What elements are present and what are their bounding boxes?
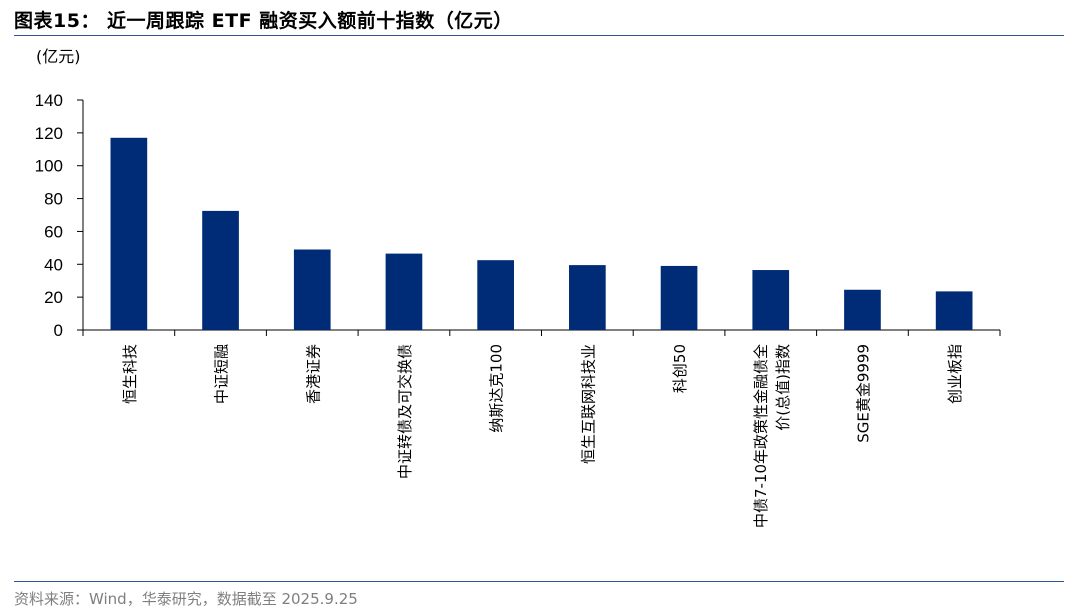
y-tick-label: 60 bbox=[44, 222, 63, 241]
bar-chart: (亿元) 0 20 40 60 80 100 120 140 恒生科技 中证短融 香港证券 中证转债… bbox=[35, 47, 1001, 528]
x-category-label: 恒生互联网科技业 bbox=[579, 344, 597, 464]
bar bbox=[935, 291, 973, 330]
source-divider bbox=[14, 581, 1064, 582]
bar bbox=[569, 265, 606, 330]
x-category-label: SGE黄金9999 bbox=[854, 344, 872, 443]
y-tick-label: 20 bbox=[44, 288, 63, 307]
bar bbox=[660, 265, 698, 330]
bar bbox=[752, 270, 790, 330]
bars bbox=[110, 137, 973, 330]
figure-title: 图表15： 近一周跟踪 ETF 融资买入额前十指数（亿元） bbox=[14, 10, 513, 32]
x-axis-labels: 恒生科技 中证短融 香港证券 中证转债及可交换债 纳斯达克100 恒生互联网科技业 科创50… bbox=[121, 344, 964, 528]
x-category-label: 科创50 bbox=[671, 344, 689, 393]
x-category-label: 恒生科技 bbox=[121, 344, 139, 404]
x-category-label: 价(总值)指数 bbox=[774, 344, 792, 431]
y-tick-label: 140 bbox=[35, 91, 63, 110]
y-tick-label: 120 bbox=[35, 124, 63, 143]
bar bbox=[844, 289, 881, 330]
x-category-label: 中证短融 bbox=[213, 344, 231, 404]
title-divider bbox=[14, 35, 1064, 36]
source-note: 资料来源：Wind，华泰研究，数据截至 2025.9.25 bbox=[14, 590, 358, 608]
bar bbox=[385, 253, 423, 330]
bar bbox=[202, 210, 239, 330]
x-category-label: 中证转债及可交换债 bbox=[396, 344, 414, 479]
bar bbox=[293, 249, 331, 330]
bar bbox=[477, 260, 514, 330]
y-tick-label: 0 bbox=[54, 321, 63, 340]
x-category-label: 纳斯达克100 bbox=[488, 344, 506, 433]
x-category-label: 中债7-10年政策性金融债全 bbox=[752, 344, 770, 528]
y-tick-label: 80 bbox=[44, 190, 63, 209]
y-axis-unit-label: (亿元) bbox=[36, 47, 81, 66]
x-category-label: 香港证券 bbox=[304, 344, 322, 404]
bar bbox=[110, 137, 148, 330]
y-tick-label: 100 bbox=[35, 157, 63, 176]
y-tick-label: 40 bbox=[44, 255, 63, 274]
x-category-label: 创业板指 bbox=[946, 344, 964, 404]
